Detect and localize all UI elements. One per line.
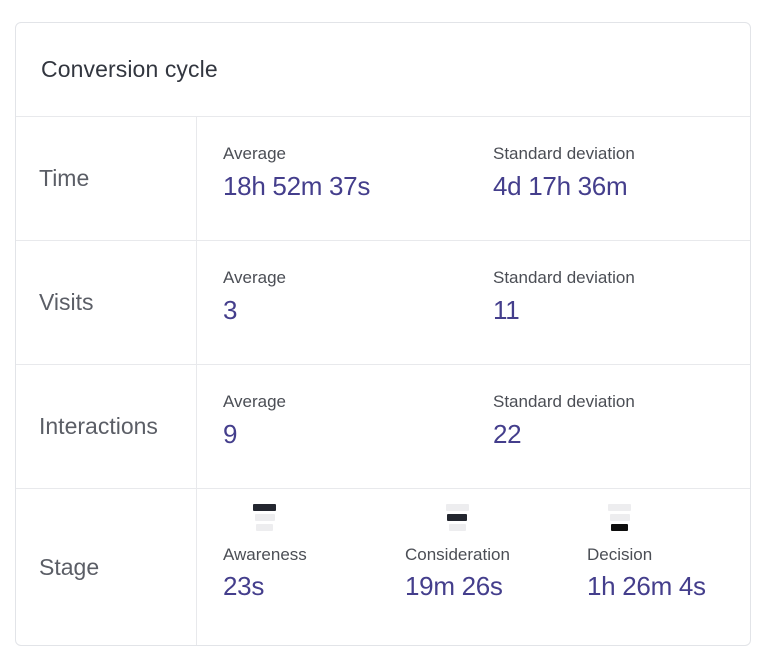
funnel-top-highlighted-icon — [253, 504, 277, 531]
conversion-cycle-card: Conversion cycle Time Average 18h 52m 37… — [15, 22, 751, 646]
stage-value: 19m 26s — [405, 571, 503, 601]
funnel-bottom-highlighted-icon — [608, 504, 632, 531]
metric-label: Average — [223, 392, 287, 411]
row-content: Awareness 23s Consideration 19m 26s — [197, 489, 768, 645]
metric-value: 22 — [493, 419, 522, 449]
stage-label: Consideration — [405, 545, 510, 564]
metric-label: Average — [223, 268, 287, 287]
stage-head: Decision — [587, 504, 652, 571]
metric-label: Standard deviation — [493, 392, 635, 411]
metric-label: Standard deviation — [493, 268, 635, 287]
metric-average: Average 3 — [223, 267, 493, 326]
stage-head: Awareness — [223, 504, 307, 571]
card-title: Conversion cycle — [41, 56, 218, 82]
table-row-interactions: Interactions Average 9 Standard deviatio… — [16, 365, 750, 489]
row-label-visits: Visits — [16, 241, 197, 364]
row-label-stage: Stage — [16, 489, 197, 645]
stage-decision: Decision 1h 26m 4s — [587, 504, 768, 602]
row-content: Average 9 Standard deviation 22 — [197, 365, 763, 488]
metric-standard-deviation: Standard deviation 11 — [493, 267, 763, 326]
metric-value: 9 — [223, 419, 238, 449]
metric-standard-deviation: Standard deviation 22 — [493, 391, 763, 450]
funnel-middle-highlighted-icon — [445, 504, 469, 531]
stage-head: Consideration — [405, 504, 510, 571]
card-header: Conversion cycle — [16, 23, 750, 117]
metric-value: 4d 17h 36m — [493, 171, 628, 201]
stage-consideration: Consideration 19m 26s — [405, 504, 587, 602]
metric-value: 3 — [223, 295, 238, 325]
stage-label: Awareness — [223, 545, 307, 564]
metric-average: Average 18h 52m 37s — [223, 143, 493, 202]
table-row-stage: Stage Awareness 23s Consideration — [16, 489, 750, 645]
metric-label: Average — [223, 144, 287, 163]
stage-awareness: Awareness 23s — [223, 504, 405, 602]
metric-label: Standard deviation — [493, 144, 635, 163]
row-content: Average 18h 52m 37s Standard deviation 4… — [197, 117, 763, 240]
metric-value: 18h 52m 37s — [223, 171, 371, 201]
row-label-interactions: Interactions — [16, 365, 197, 488]
row-label-time: Time — [16, 117, 197, 240]
stage-value: 1h 26m 4s — [587, 571, 706, 601]
table-row-visits: Visits Average 3 Standard deviation 11 — [16, 241, 750, 365]
metric-value: 11 — [493, 295, 520, 325]
table-row-time: Time Average 18h 52m 37s Standard deviat… — [16, 117, 750, 241]
metric-average: Average 9 — [223, 391, 493, 450]
metric-standard-deviation: Standard deviation 4d 17h 36m — [493, 143, 763, 202]
stage-value: 23s — [223, 571, 265, 601]
stage-label: Decision — [587, 545, 653, 564]
row-content: Average 3 Standard deviation 11 — [197, 241, 763, 364]
